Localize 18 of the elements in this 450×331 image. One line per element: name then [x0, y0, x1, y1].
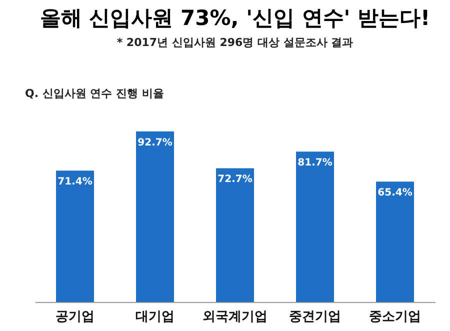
x-tick-label: 공기업 [56, 310, 94, 324]
bar [136, 131, 174, 302]
bar [56, 170, 94, 302]
x-tick-label: 대기업 [136, 310, 174, 324]
data-label: 72.7% [218, 174, 252, 186]
chart-title: 올해 신입사원 73%, '신입 연수' 받는다! [40, 6, 430, 30]
text: Q. 신입사원 연수 진행 비율 [25, 87, 164, 100]
data-label: 92.7% [138, 137, 172, 148]
bar [376, 182, 414, 302]
bar [216, 168, 254, 302]
data-label: 65.4% [378, 188, 412, 199]
bar [296, 152, 334, 302]
x-tick-label: 중견기업 [289, 310, 341, 324]
chart-subtitle: * 2017년 신입사원 296명 대상 설문조사 결과 [116, 36, 354, 49]
x-tick-label: 중소기업 [369, 310, 421, 324]
data-label: 71.4% [58, 176, 92, 188]
data-label: 81.7% [298, 158, 332, 169]
x-tick-label: 외국계기업 [202, 310, 268, 324]
